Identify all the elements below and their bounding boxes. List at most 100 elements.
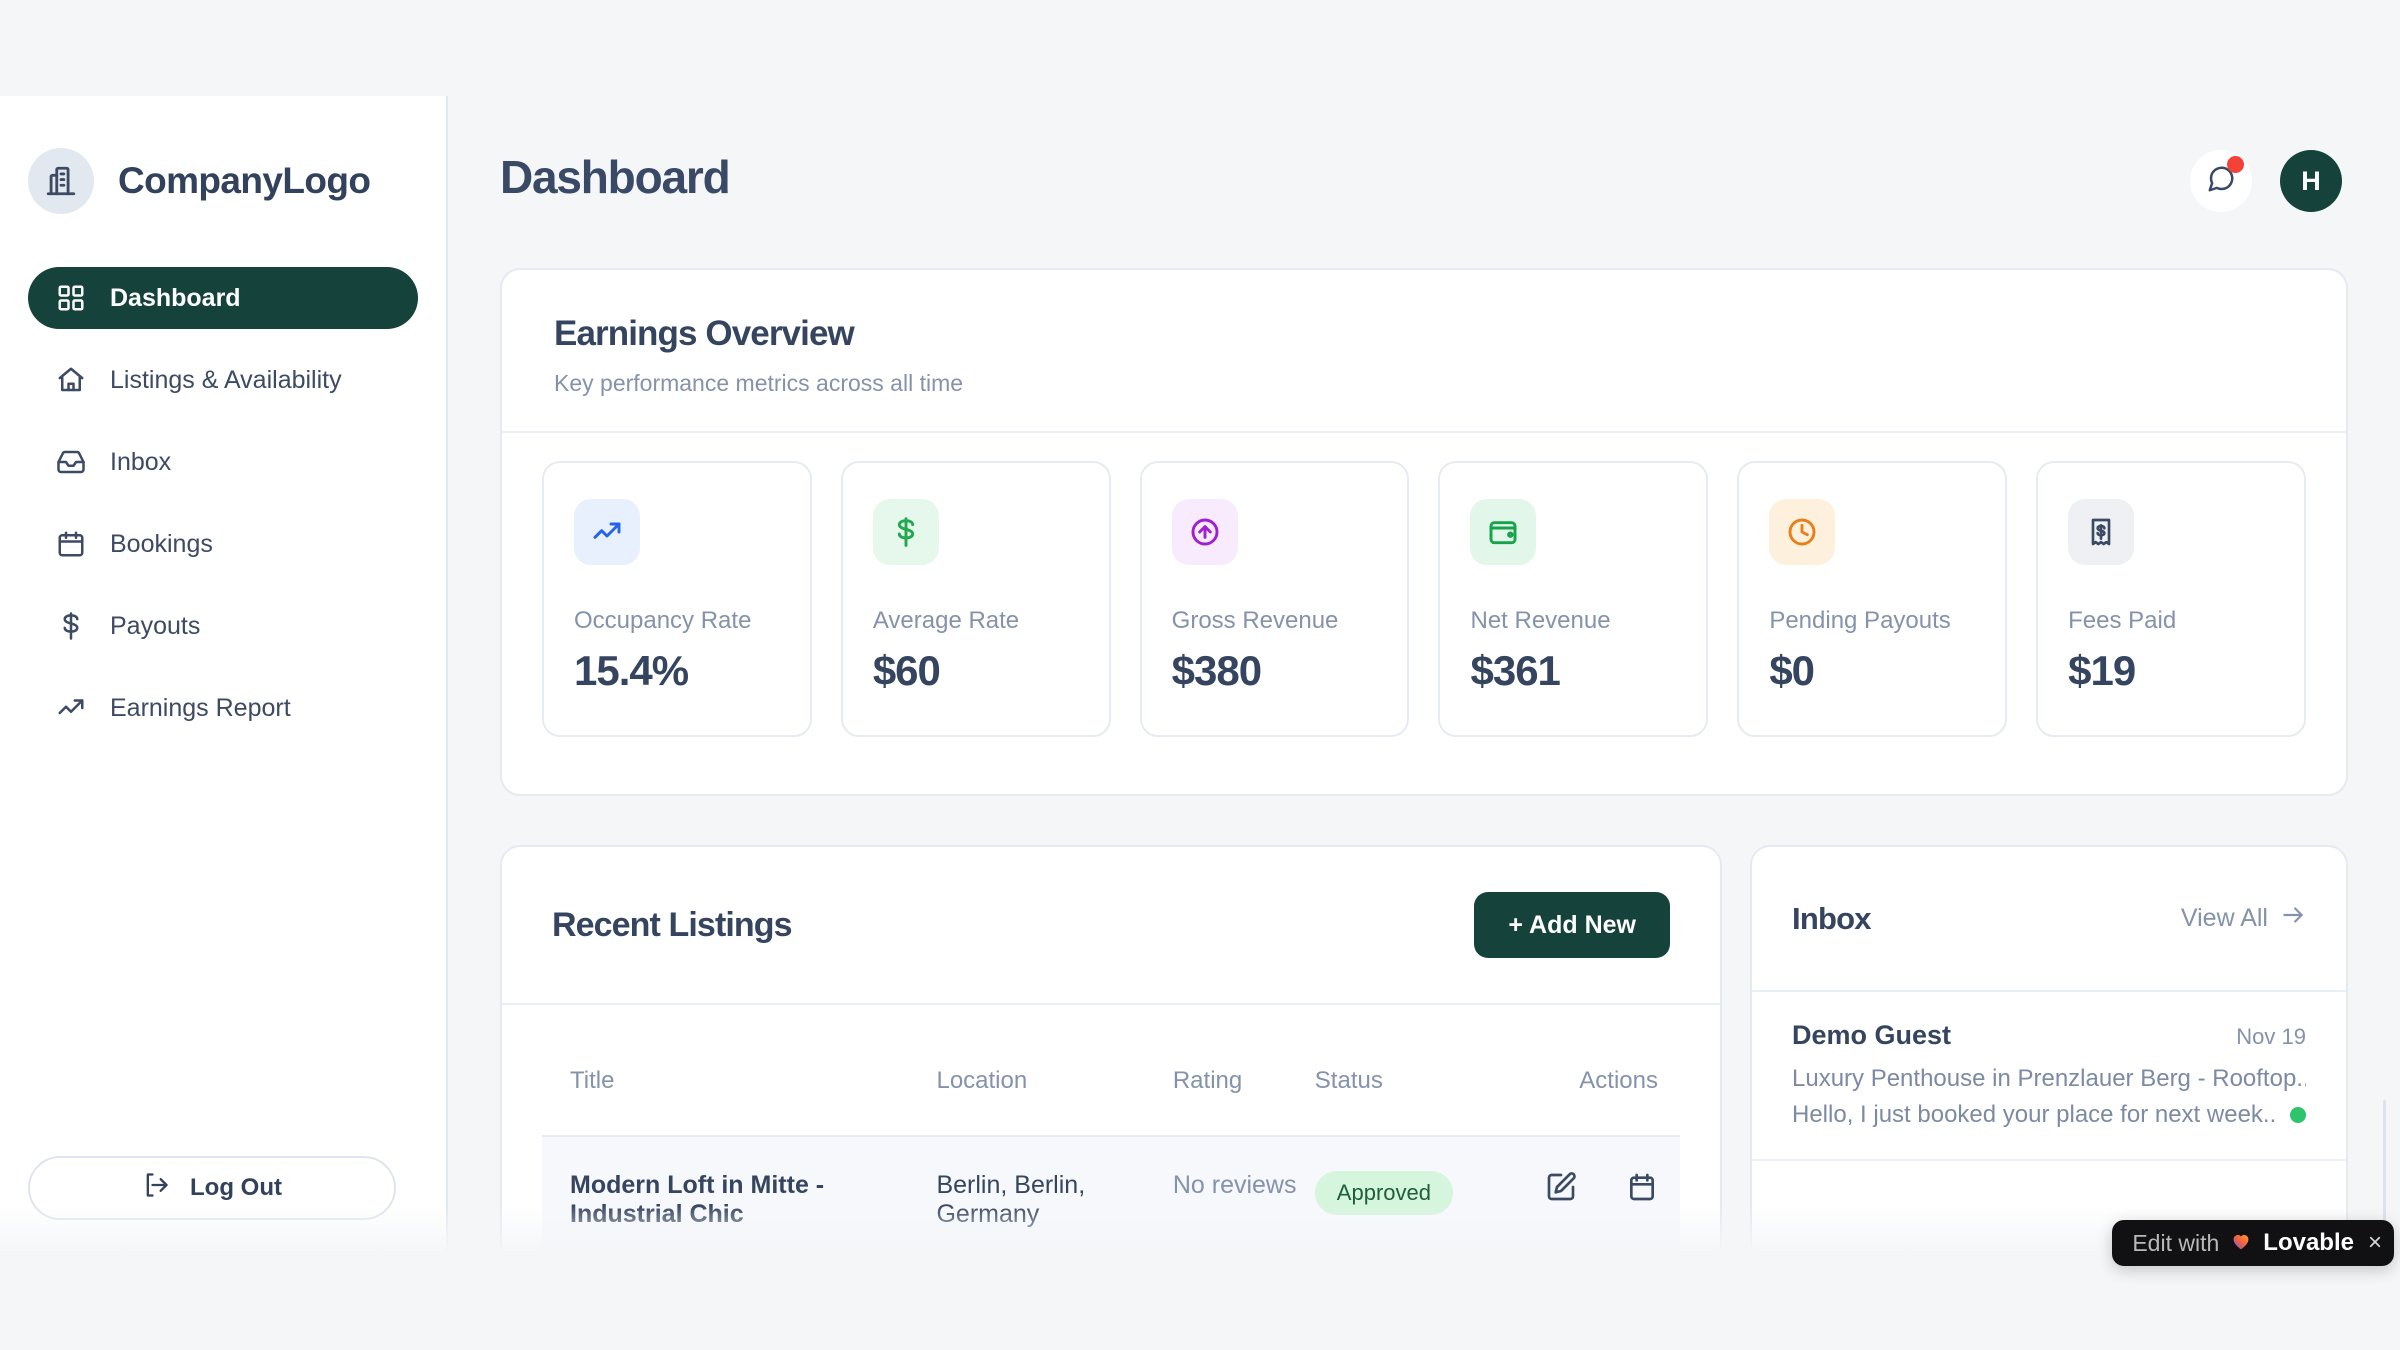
view-all-label: View All [2180,904,2268,932]
inbox-icon [54,445,88,479]
metric-value: $0 [1769,647,1815,694]
metric-label: Fees Paid [2068,607,2177,634]
add-new-button[interactable]: + Add New [1474,892,1670,958]
main-content: Dashboard H Earnings Overview [450,0,2400,1265]
sidebar-item-earnings-report[interactable]: Earnings Report [28,677,418,739]
chat-bubble-icon [2206,164,2236,199]
brand[interactable]: CompanyLogo [28,148,446,214]
table-row[interactable]: Modern Loft in Mitte - Industrial Chic B… [542,1136,1680,1263]
earnings-overview-card: Earnings Overview Key performance metric… [500,268,2348,796]
lovable-name: Lovable [2263,1229,2354,1256]
table-body: Modern Loft in Mitte - Industrial Chic B… [542,1136,1680,1263]
message-preview-row: Hello, I just booked your place for next… [1792,1101,2306,1129]
edit-icon[interactable] [1545,1171,1577,1203]
sidebar: CompanyLogo Dashboard Listings [0,96,448,1264]
view-all-link[interactable]: View All [2181,902,2306,935]
metric-value: $19 [2068,647,2136,694]
wallet-icon [1470,499,1537,565]
sidebar-item-label: Bookings [110,529,213,558]
inbox-card: Inbox View All Demo Guest Nov 19 Luxury … [1750,845,2348,1265]
cell-location: Berlin, Berlin, Germany [936,1136,1173,1263]
sidebar-item-payouts[interactable]: Payouts [28,595,418,657]
earnings-subtitle: Key performance metrics across all time [554,370,964,396]
logout-button[interactable]: Log Out [28,1156,396,1220]
close-icon[interactable]: × [2367,1229,2382,1256]
dollar-icon [54,609,88,643]
trending-up-icon [574,499,640,565]
sidebar-item-label: Payouts [110,611,201,640]
scrollbar[interactable] [2383,1100,2386,1250]
lovable-prefix: Edit with [2132,1229,2220,1256]
cell-rating: No reviews [1172,1136,1315,1263]
calendar-icon [54,527,88,561]
avatar-initial: H [2301,165,2321,196]
sidebar-item-listings[interactable]: Listings & Availability [28,349,418,411]
message-sender: Demo Guest [1792,1020,1952,1050]
sidebar-item-label: Earnings Report [110,693,291,722]
table-header-row: Title Location Rating Status Actions [542,1043,1680,1137]
sidebar-item-label: Listings & Availability [110,365,342,394]
arrow-right-icon [2280,902,2306,935]
avatar[interactable]: H [2280,150,2342,212]
sidebar-item-bookings[interactable]: Bookings [28,513,418,575]
status-badge: Approved [1314,1171,1453,1215]
metric-label: Average Rate [872,607,1020,634]
recent-listings-header: Recent Listings + Add New [502,847,1720,1005]
unread-indicator [2290,1107,2306,1123]
column-header-status: Status [1314,1043,1504,1137]
column-header-location: Location [936,1043,1173,1137]
inbox-header: Inbox View All [1752,847,2346,992]
grid-icon [54,281,88,315]
recent-listings-card: Recent Listings + Add New Title Location… [500,845,1722,1265]
page-bottom-area [0,1265,2400,1350]
chat-button[interactable] [2190,150,2252,212]
metric-value: $361 [1470,647,1560,694]
cell-status: Approved [1314,1136,1504,1263]
sidebar-item-dashboard[interactable]: Dashboard [28,267,418,329]
metric-card-gross-revenue: Gross Revenue $380 [1139,461,1410,737]
metric-value: $60 [872,647,941,694]
heart-icon [2229,1230,2253,1257]
notification-badge [2227,156,2244,173]
metric-value: $380 [1171,647,1262,694]
column-header-actions: Actions [1503,1043,1680,1137]
listings-table: Title Location Rating Status Actions Mod… [542,1043,1680,1263]
metric-label: Gross Revenue [1171,607,1339,634]
home-icon [54,363,88,397]
table-head: Title Location Rating Status Actions [542,1043,1680,1137]
logout-label: Log Out [190,1174,282,1201]
listings-table-wrap: Title Location Rating Status Actions Mod… [502,1005,1720,1263]
metric-card-net-revenue: Net Revenue $361 [1438,461,1709,737]
sidebar-item-label: Inbox [110,447,172,476]
metric-label: Occupancy Rate [574,607,752,634]
sidebar-item-inbox[interactable]: Inbox [28,431,418,493]
metrics-row: Occupancy Rate 15.4% Average Rate $60 [502,433,2346,737]
inbox-title: Inbox [1792,900,1871,936]
message-top: Demo Guest Nov 19 [1792,1020,2306,1051]
dollar-icon [872,499,939,565]
message-subject: Luxury Penthouse in Prenzlauer Berg - Ro… [1792,1065,2306,1092]
metric-value: 15.4% [574,647,689,694]
receipt-icon [2068,499,2135,565]
lovable-badge[interactable]: Edit with Lovable × [2112,1220,2394,1266]
metric-label: Pending Payouts [1769,607,1951,634]
topbar: Dashboard H [450,0,2400,212]
trending-up-icon [54,691,88,725]
building-icon [28,148,94,214]
metric-card-pending-payouts: Pending Payouts $0 [1737,461,2008,737]
clock-icon [1769,499,1836,565]
logout-icon [142,1171,170,1206]
topbar-actions: H [2190,150,2342,212]
metric-card-occupancy-rate: Occupancy Rate 15.4% [542,461,812,737]
recent-listings-title: Recent Listings [552,905,793,944]
list-item[interactable]: Demo Guest Nov 19 Luxury Penthouse in Pr… [1752,992,2346,1161]
metric-card-average-rate: Average Rate $60 [840,461,1111,737]
metric-card-fees-paid: Fees Paid $19 [2036,461,2306,737]
calendar-icon[interactable] [1626,1171,1658,1203]
message-preview: Hello, I just booked your place for next… [1792,1101,2276,1128]
cell-title: Modern Loft in Mitte - Industrial Chic [542,1136,937,1263]
metric-label: Net Revenue [1470,607,1611,634]
earnings-header: Earnings Overview Key performance metric… [502,270,2346,433]
earnings-title: Earnings Overview [554,314,855,353]
